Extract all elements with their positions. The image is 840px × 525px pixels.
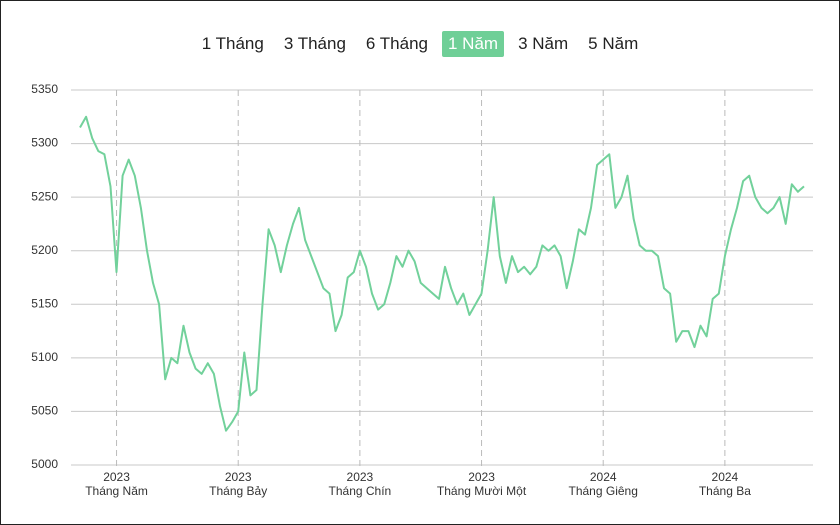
x-tick-year: 2023 bbox=[225, 470, 252, 484]
y-tick-label: 5050 bbox=[31, 404, 58, 418]
y-tick-label: 5200 bbox=[31, 243, 58, 257]
x-tick-year: 2023 bbox=[103, 470, 130, 484]
range-button[interactable]: 5 Năm bbox=[588, 34, 639, 53]
x-tick-year: 2024 bbox=[712, 470, 739, 484]
y-tick-label: 5100 bbox=[31, 350, 58, 364]
x-tick-year: 2024 bbox=[590, 470, 617, 484]
price-line bbox=[79, 115, 805, 432]
x-tick-month: Tháng Chín bbox=[329, 484, 392, 498]
range-button[interactable]: 1 Năm bbox=[442, 31, 505, 57]
x-tick-month: Tháng Mười Một bbox=[437, 484, 527, 498]
range-button[interactable]: 3 Năm bbox=[518, 34, 569, 53]
y-tick-label: 5300 bbox=[31, 136, 58, 150]
range-button[interactable]: 6 Tháng bbox=[365, 34, 428, 53]
x-tick-month: Tháng Ba bbox=[699, 484, 751, 498]
x-tick-year: 2023 bbox=[347, 470, 374, 484]
y-tick-label: 5150 bbox=[31, 296, 58, 310]
x-tick-month: Tháng Giêng bbox=[569, 484, 638, 498]
range-selector: 1 Tháng 3 Tháng 6 Tháng 1 Năm 3 Năm 5 Năm bbox=[1, 31, 839, 57]
y-tick-label: 5250 bbox=[31, 189, 58, 203]
x-tick-month: Tháng Năm bbox=[85, 484, 148, 498]
y-tick-label: 5350 bbox=[31, 82, 58, 96]
x-tick-month: Tháng Bảy bbox=[209, 484, 267, 498]
range-button[interactable]: 1 Tháng bbox=[201, 34, 264, 53]
y-tick-label: 5000 bbox=[31, 457, 58, 471]
range-button[interactable]: 3 Tháng bbox=[283, 34, 346, 53]
x-tick-year: 2023 bbox=[468, 470, 495, 484]
